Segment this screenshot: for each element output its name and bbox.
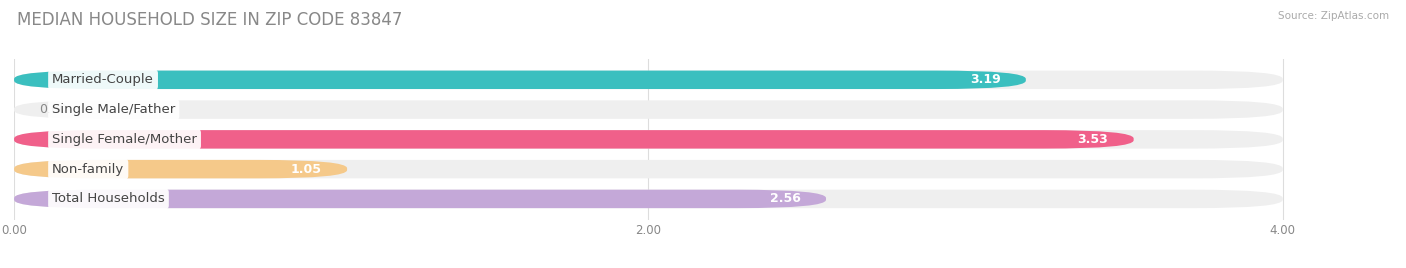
Text: Married-Couple: Married-Couple [52,73,155,86]
Text: 1.05: 1.05 [291,163,322,176]
FancyBboxPatch shape [14,190,825,208]
Text: 0.00: 0.00 [39,103,67,116]
Text: Single Male/Father: Single Male/Father [52,103,176,116]
FancyBboxPatch shape [14,160,1282,178]
Text: Non-family: Non-family [52,163,124,176]
FancyBboxPatch shape [14,130,1282,148]
Text: Source: ZipAtlas.com: Source: ZipAtlas.com [1278,11,1389,21]
FancyBboxPatch shape [14,130,1133,148]
FancyBboxPatch shape [14,70,1026,89]
Text: Total Households: Total Households [52,192,165,205]
Text: 2.56: 2.56 [769,192,800,205]
Text: Single Female/Mother: Single Female/Mother [52,133,197,146]
FancyBboxPatch shape [14,70,1282,89]
FancyBboxPatch shape [14,190,1282,208]
Text: 3.53: 3.53 [1077,133,1108,146]
Text: 3.19: 3.19 [970,73,1001,86]
FancyBboxPatch shape [14,160,347,178]
Text: MEDIAN HOUSEHOLD SIZE IN ZIP CODE 83847: MEDIAN HOUSEHOLD SIZE IN ZIP CODE 83847 [17,11,402,29]
FancyBboxPatch shape [14,100,1282,119]
